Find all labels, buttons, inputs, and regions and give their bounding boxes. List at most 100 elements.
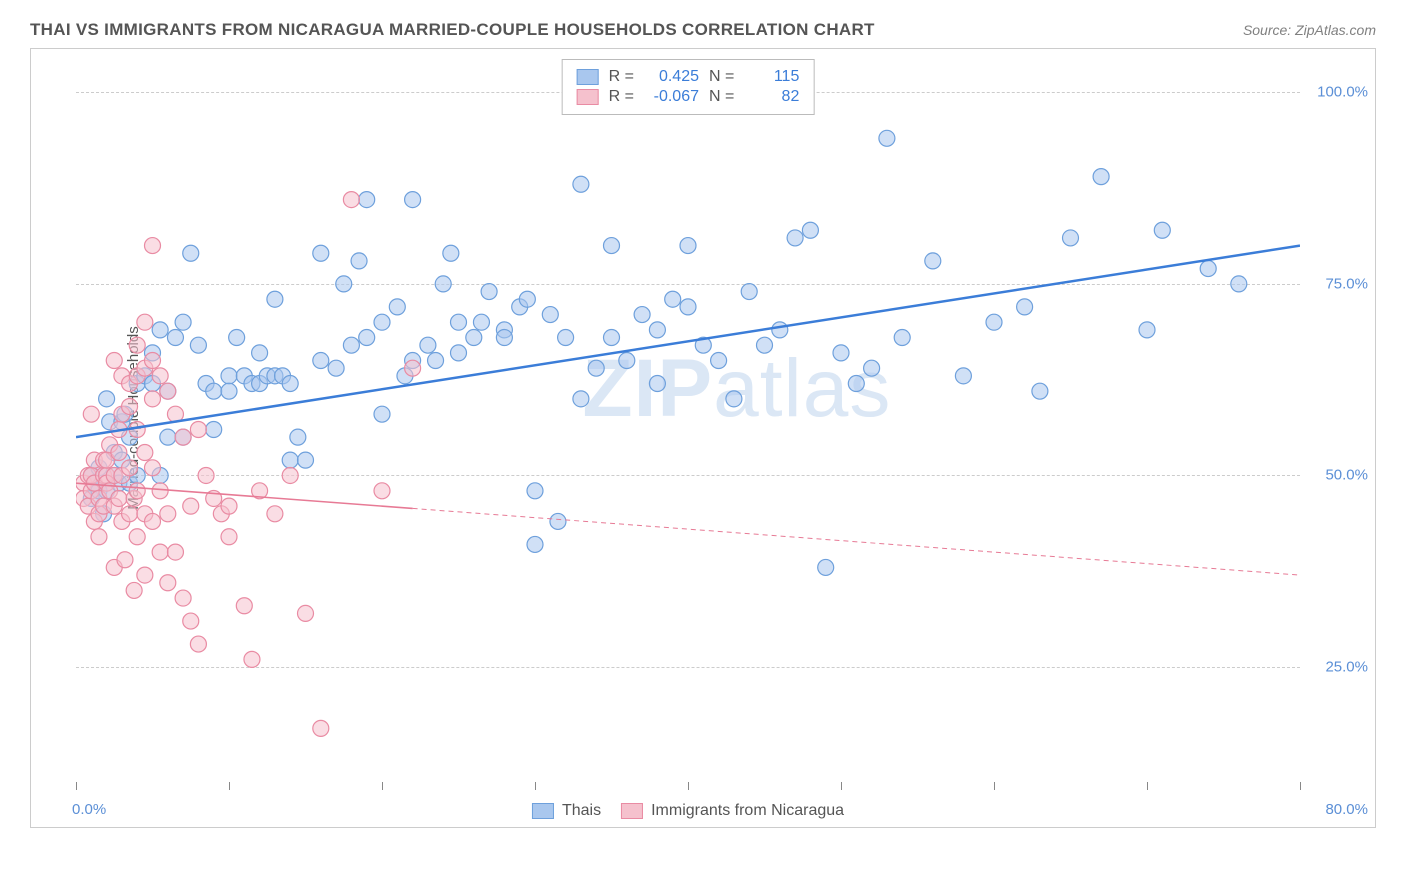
scatter-point bbox=[1063, 230, 1079, 246]
scatter-point bbox=[986, 314, 1002, 330]
scatter-point bbox=[833, 345, 849, 361]
y-tick-label: 100.0% bbox=[1308, 84, 1368, 101]
y-tick-label: 75.0% bbox=[1308, 275, 1368, 292]
scatter-point bbox=[879, 130, 895, 146]
scatter-point bbox=[313, 720, 329, 736]
scatter-point bbox=[818, 559, 834, 575]
scatter-point bbox=[190, 337, 206, 353]
scatter-point bbox=[726, 391, 742, 407]
scatter-point bbox=[1032, 383, 1048, 399]
x-tick-mark bbox=[535, 782, 536, 790]
scatter-point bbox=[428, 353, 444, 369]
scatter-point bbox=[451, 345, 467, 361]
x-tick-label-max: 80.0% bbox=[1325, 801, 1368, 818]
legend-label-thais: Thais bbox=[562, 802, 601, 820]
scatter-point bbox=[343, 337, 359, 353]
scatter-point bbox=[129, 337, 145, 353]
scatter-point bbox=[137, 567, 153, 583]
r-label: R = bbox=[609, 88, 634, 106]
scatter-point bbox=[313, 353, 329, 369]
scatter-point bbox=[160, 575, 176, 591]
scatter-point bbox=[894, 330, 910, 346]
scatter-point bbox=[519, 291, 535, 307]
scatter-point bbox=[496, 330, 512, 346]
r-value-thais: 0.425 bbox=[644, 68, 699, 86]
scatter-point bbox=[649, 322, 665, 338]
scatter-point bbox=[604, 330, 620, 346]
scatter-point bbox=[802, 222, 818, 238]
scatter-point bbox=[152, 368, 168, 384]
x-tick-mark bbox=[1300, 782, 1301, 790]
scatter-point bbox=[145, 460, 161, 476]
trend-line-dashed bbox=[413, 508, 1300, 575]
scatter-point bbox=[619, 353, 635, 369]
scatter-point bbox=[198, 467, 214, 483]
scatter-point bbox=[389, 299, 405, 315]
scatter-point bbox=[420, 337, 436, 353]
scatter-point bbox=[1154, 222, 1170, 238]
scatter-point bbox=[772, 322, 788, 338]
scatter-point bbox=[443, 245, 459, 261]
scatter-point bbox=[221, 498, 237, 514]
scatter-point bbox=[1093, 169, 1109, 185]
scatter-point bbox=[451, 314, 467, 330]
scatter-point bbox=[848, 376, 864, 392]
n-value-nicaragua: 82 bbox=[744, 88, 799, 106]
legend-swatch-pink bbox=[621, 803, 643, 819]
scatter-point bbox=[167, 330, 183, 346]
scatter-point bbox=[111, 490, 127, 506]
scatter-point bbox=[343, 192, 359, 208]
scatter-point bbox=[221, 383, 237, 399]
scatter-point bbox=[298, 605, 314, 621]
legend-swatch-blue bbox=[532, 803, 554, 819]
scatter-point bbox=[122, 460, 138, 476]
scatter-point bbox=[634, 307, 650, 323]
scatter-point bbox=[221, 529, 237, 545]
scatter-point bbox=[122, 399, 138, 415]
y-tick-label: 50.0% bbox=[1308, 467, 1368, 484]
legend-swatch-blue bbox=[577, 69, 599, 85]
scatter-point bbox=[282, 376, 298, 392]
n-value-thais: 115 bbox=[744, 68, 799, 86]
scatter-point bbox=[267, 506, 283, 522]
chart-header: THAI VS IMMIGRANTS FROM NICARAGUA MARRIE… bbox=[30, 20, 1376, 40]
scatter-point bbox=[680, 238, 696, 254]
scatter-point bbox=[190, 421, 206, 437]
scatter-point bbox=[106, 353, 122, 369]
scatter-point bbox=[405, 192, 421, 208]
scatter-point bbox=[558, 330, 574, 346]
scatter-point bbox=[175, 314, 191, 330]
x-tick-mark bbox=[688, 782, 689, 790]
x-tick-mark bbox=[229, 782, 230, 790]
scatter-point bbox=[359, 330, 375, 346]
scatter-point bbox=[145, 353, 161, 369]
scatter-point bbox=[435, 276, 451, 292]
scatter-point bbox=[374, 406, 390, 422]
r-value-nicaragua: -0.067 bbox=[644, 88, 699, 106]
chart-container: THAI VS IMMIGRANTS FROM NICARAGUA MARRIE… bbox=[0, 0, 1406, 892]
r-label: R = bbox=[609, 68, 634, 86]
scatter-point bbox=[99, 391, 115, 407]
scatter-point bbox=[1200, 261, 1216, 277]
scatter-point bbox=[787, 230, 803, 246]
legend-row-nicaragua: R = -0.067 N = 82 bbox=[577, 88, 800, 106]
scatter-point bbox=[649, 376, 665, 392]
scatter-point bbox=[145, 513, 161, 529]
scatter-point bbox=[145, 391, 161, 407]
scatter-point bbox=[175, 429, 191, 445]
scatter-point bbox=[336, 276, 352, 292]
legend-item-thais: Thais bbox=[532, 802, 601, 820]
scatter-point bbox=[183, 498, 199, 514]
scatter-point bbox=[473, 314, 489, 330]
scatter-point bbox=[152, 544, 168, 560]
scatter-point bbox=[588, 360, 604, 376]
scatter-point bbox=[183, 613, 199, 629]
scatter-point bbox=[665, 291, 681, 307]
scatter-point bbox=[328, 360, 344, 376]
scatter-point bbox=[282, 452, 298, 468]
scatter-point bbox=[83, 406, 99, 422]
legend-swatch-pink bbox=[577, 89, 599, 105]
scatter-point bbox=[542, 307, 558, 323]
scatter-point bbox=[175, 590, 191, 606]
scatter-point bbox=[466, 330, 482, 346]
